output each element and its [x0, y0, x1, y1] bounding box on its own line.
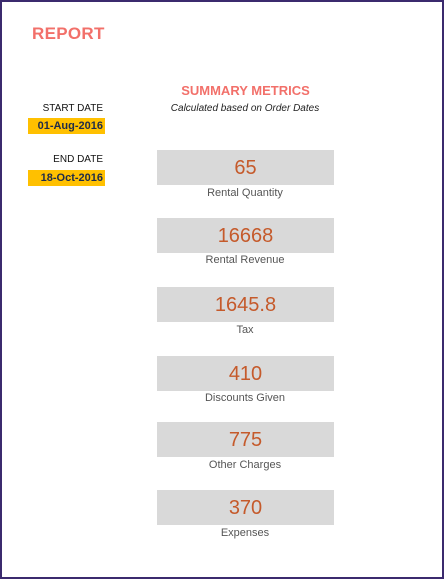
metric-value-tax: 1645.8	[157, 287, 334, 322]
metric-label-tax: Tax	[236, 324, 254, 336]
summary-metrics-subtitle: Calculated based on Order Dates	[170, 103, 320, 114]
start-date-value[interactable]: 01-Aug-2016	[28, 118, 105, 134]
metric-label-expenses: Expenses	[220, 527, 270, 539]
metric-value-expenses: 370	[157, 490, 334, 525]
metric-value-discounts-given: 410	[157, 356, 334, 391]
summary-metrics-title: SUMMARY METRICS	[181, 83, 310, 98]
metric-label-rental-quantity: Rental Quantity	[207, 187, 283, 199]
end-date-value[interactable]: 18-Oct-2016	[28, 170, 105, 186]
metric-label-rental-revenue: Rental Revenue	[205, 254, 285, 266]
metric-value-other-charges: 775	[157, 422, 334, 457]
metric-value-rental-revenue: 16668	[157, 218, 334, 253]
start-date-label: START DATE	[42, 103, 103, 114]
metric-label-other-charges: Other Charges	[208, 459, 282, 471]
report-title: REPORT	[32, 24, 105, 43]
metric-value-rental-quantity: 65	[157, 150, 334, 185]
end-date-label: END DATE	[53, 154, 103, 165]
metric-label-discounts-given: Discounts Given	[204, 392, 286, 404]
